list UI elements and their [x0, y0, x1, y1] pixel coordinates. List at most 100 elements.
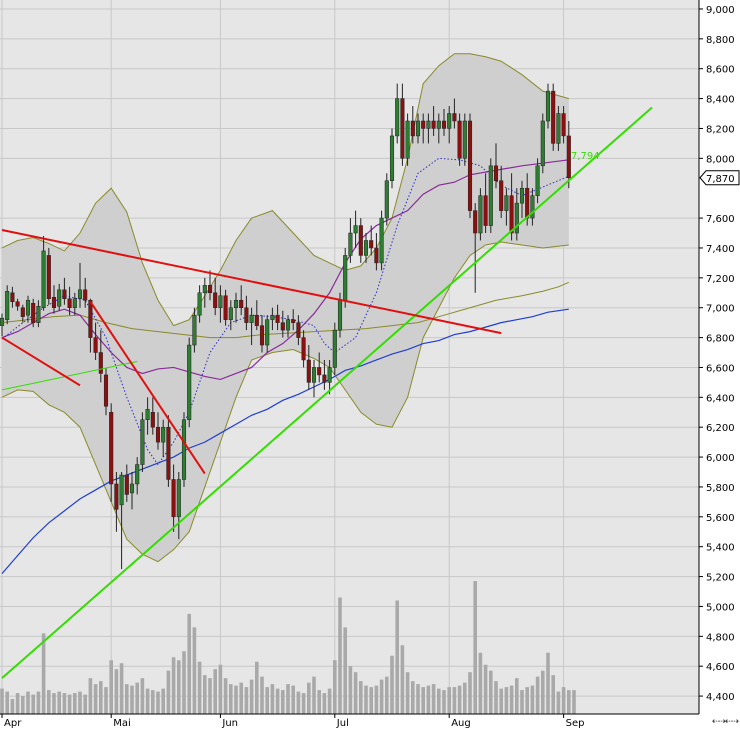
volume-bar — [463, 682, 467, 714]
candle — [561, 106, 566, 144]
volume-bar — [489, 670, 493, 714]
candle-body — [114, 483, 119, 510]
candle — [207, 270, 213, 301]
volume-bar — [177, 660, 181, 714]
candle-body — [322, 374, 327, 383]
candle-body — [457, 120, 462, 159]
month-label: Jul — [336, 718, 349, 728]
price-tick-label: 5,000 — [706, 602, 735, 613]
candle-body — [223, 295, 228, 320]
scroll-arrows-icon[interactable]: ⇠⇢⇠⇢ — [711, 717, 739, 727]
volume-bar — [348, 666, 353, 714]
volume-bar — [411, 681, 415, 714]
candle — [254, 300, 259, 331]
candle-body — [124, 474, 129, 495]
candle-body — [119, 474, 124, 506]
volume-bar — [15, 693, 20, 714]
price-tick-label: 4,600 — [706, 662, 735, 673]
candle — [405, 113, 410, 166]
candle — [10, 286, 15, 308]
volume-bar — [109, 660, 113, 714]
volume-bar — [520, 690, 524, 714]
volume-bar — [223, 678, 228, 714]
trendline-value-label: 7,794 — [571, 151, 600, 162]
candle-body — [285, 319, 291, 331]
candle-body — [51, 297, 57, 308]
candle-body — [306, 359, 311, 383]
volume-bar — [52, 693, 56, 714]
volume-bars — [0, 581, 576, 714]
candle-body — [161, 426, 166, 443]
candle-body — [62, 289, 67, 299]
bollinger-lower-line — [1, 241, 569, 563]
candle-body — [384, 180, 389, 219]
candle — [62, 277, 67, 305]
candle-body — [296, 322, 301, 338]
volume-bar — [114, 669, 119, 714]
candle-body — [213, 292, 218, 308]
candle — [135, 457, 140, 495]
candle — [374, 233, 379, 271]
candle — [353, 210, 358, 248]
candle — [285, 315, 291, 338]
candle — [410, 106, 415, 144]
candle-body — [478, 195, 483, 234]
candle-body — [270, 314, 275, 320]
volume-bar — [556, 691, 561, 714]
candle-body — [358, 225, 363, 256]
candle-body — [239, 299, 244, 308]
candle-body — [57, 289, 62, 307]
volume-bar — [78, 691, 82, 714]
volume-bar — [421, 687, 425, 714]
volume-bar — [26, 691, 30, 714]
candle — [57, 283, 62, 311]
candle — [467, 113, 473, 219]
candle-body — [265, 319, 270, 346]
candle-body — [129, 483, 135, 494]
volume-bar — [239, 682, 243, 714]
candle-body — [504, 195, 509, 211]
candle — [88, 298, 93, 353]
candle-body — [317, 367, 322, 376]
candle — [462, 113, 467, 166]
candle — [31, 298, 36, 328]
candle-body — [462, 120, 467, 159]
candle-body — [545, 90, 551, 122]
volume-bar — [161, 688, 165, 714]
volume-bar — [312, 676, 316, 714]
candle-body — [15, 301, 20, 307]
trendline-red-long — [1, 229, 502, 335]
time-axis-labels: Apr Mai Jun Jul Aug Sep — [1, 714, 584, 729]
candle-body — [192, 314, 197, 346]
volume-bar — [374, 685, 379, 714]
volume-bar — [535, 676, 540, 714]
candle — [202, 277, 207, 308]
volume-bar — [353, 672, 358, 714]
candle-body — [369, 240, 374, 249]
volume-bar — [369, 687, 373, 714]
candle — [488, 158, 493, 234]
candle — [384, 173, 389, 226]
candle — [441, 109, 447, 136]
candle — [20, 304, 25, 323]
candle — [228, 300, 233, 331]
candle — [150, 397, 155, 435]
candle-body — [493, 165, 499, 181]
candle-body — [46, 255, 51, 299]
volume-bar — [327, 688, 332, 714]
volume-bar — [57, 691, 61, 714]
volume-bar — [88, 678, 93, 714]
last-price-marker — [699, 170, 740, 186]
volume-bar — [135, 682, 139, 714]
candle — [379, 210, 384, 271]
candle-body — [535, 165, 540, 196]
candle — [280, 310, 285, 338]
candle-body — [410, 120, 415, 137]
candle — [395, 83, 400, 144]
bollinger-middle-line — [1, 281, 569, 339]
candle-body — [0, 317, 5, 326]
candle-body — [525, 187, 530, 219]
candle — [551, 83, 556, 151]
candle-body — [103, 374, 109, 407]
